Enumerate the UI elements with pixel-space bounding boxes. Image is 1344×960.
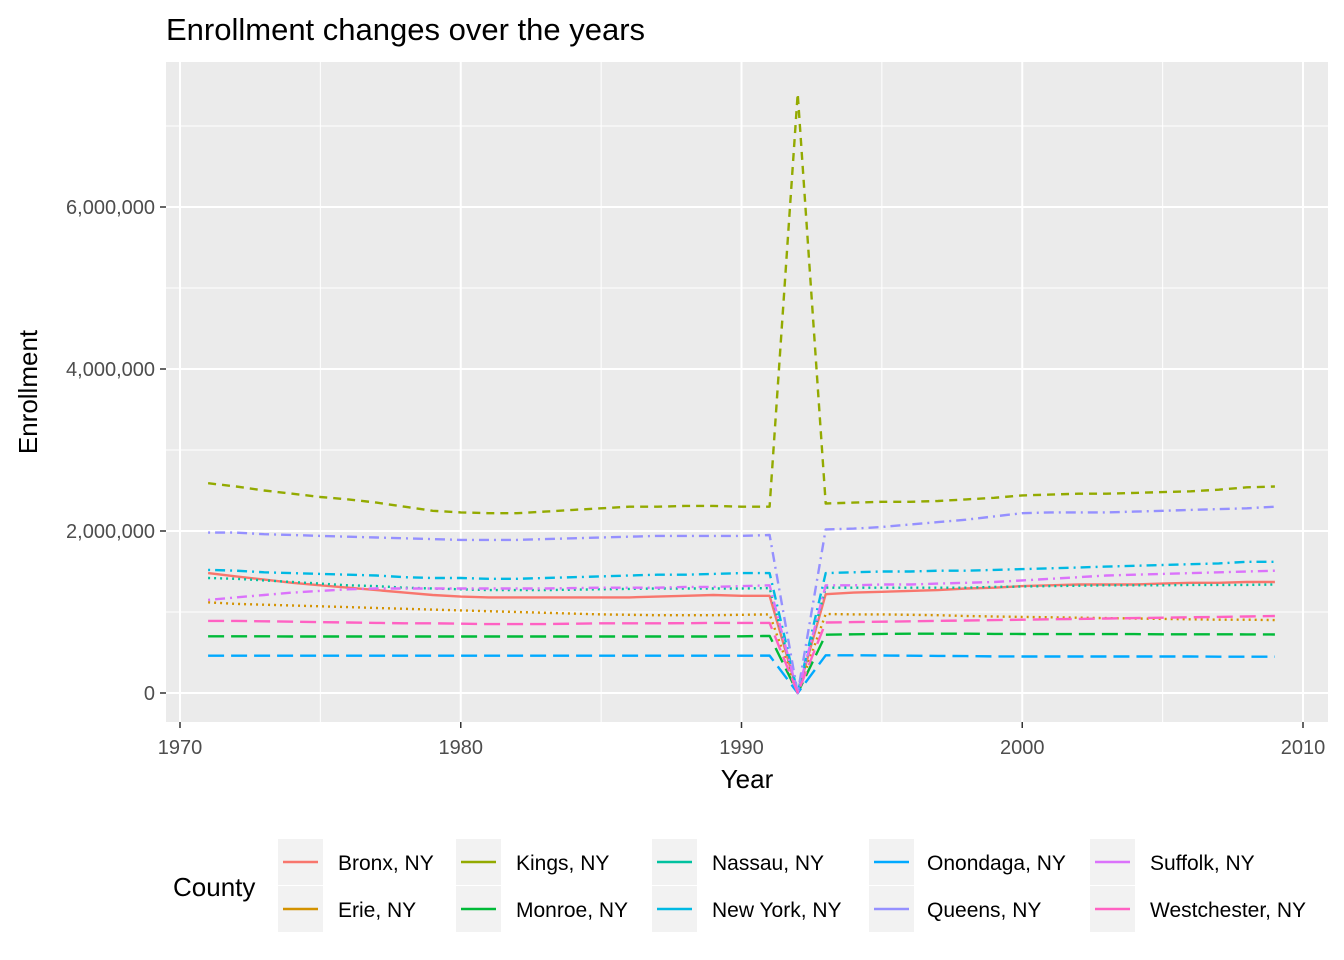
legend-label: New York, NY: [712, 899, 842, 922]
x-axis-title: Year: [721, 764, 774, 794]
minor-gridlines: [166, 62, 1328, 722]
legend-items: Bronx, NY Erie, NY Kings, NY Monroe, NY Nass…: [278, 839, 1306, 932]
legend-label: Bronx, NY: [338, 852, 434, 875]
legend-title: County: [173, 872, 255, 902]
x-tick-label: 1990: [719, 737, 764, 759]
x-axis: 1970 1980 1990 2000 2010: [158, 722, 1326, 759]
x-tick-label: 2010: [1281, 737, 1326, 759]
legend-label: Monroe, NY: [516, 899, 628, 922]
series-line-kings-ny: [207, 92, 1275, 515]
major-gridlines: [166, 62, 1328, 722]
series-line-nassau-ny: [208, 576, 1275, 695]
series-line-monroe-ny: [208, 632, 1275, 695]
legend-label: Kings, NY: [516, 852, 609, 875]
legend-label: Queens, NY: [927, 899, 1041, 922]
y-tick-label: 6,000,000: [66, 197, 155, 219]
y-tick-label: 2,000,000: [66, 521, 155, 543]
series-lines: [207, 92, 1275, 695]
series-line-onondaga-ny: [208, 654, 1275, 695]
legend-label: Erie, NY: [338, 899, 416, 922]
legend-label: Westchester, NY: [1150, 899, 1306, 922]
chart-title: Enrollment changes over the years: [166, 12, 645, 47]
legend-label: Nassau, NY: [712, 852, 824, 875]
x-tick-label: 1980: [439, 737, 484, 759]
series-line-new-york-ny: [208, 560, 1275, 695]
x-tick-label: 2000: [1000, 737, 1045, 759]
y-axis-title: Enrollment: [13, 329, 43, 454]
series-line-suffolk-ny: [207, 569, 1275, 695]
y-tick-label: 0: [144, 683, 155, 705]
series-line-westchester-ny: [208, 614, 1275, 695]
series-line-queens-ny: [208, 505, 1275, 695]
y-tick-label: 4,000,000: [66, 359, 155, 381]
y-axis: 0 2,000,000 4,000,000 6,000,000: [66, 197, 166, 705]
legend: County Bronx, NY Erie, NY Kings, NY Monroe,…: [173, 839, 1306, 932]
legend-label: Onondaga, NY: [927, 852, 1066, 875]
x-tick-label: 1970: [158, 737, 203, 759]
legend-label: Suffolk, NY: [1150, 852, 1255, 875]
